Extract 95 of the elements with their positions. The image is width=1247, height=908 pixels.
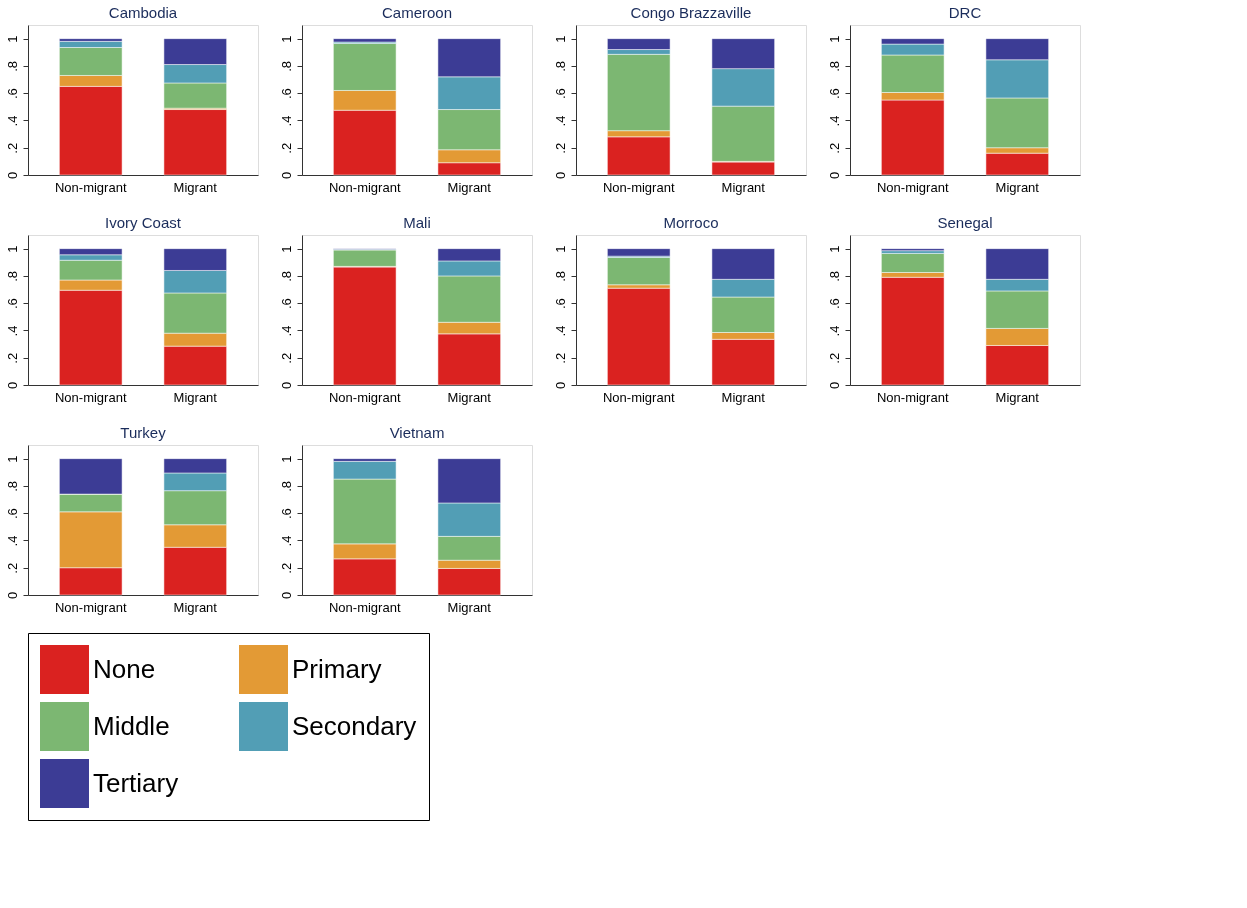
y-tick-label: .6	[278, 508, 294, 520]
y-tick-label: .8	[552, 60, 568, 72]
y-tick-label: .6	[826, 298, 842, 310]
x-tick-label: Migrant	[447, 599, 492, 615]
x-tick-label: Non-migrant	[876, 179, 949, 195]
x-tick-label: Migrant	[173, 389, 218, 405]
chart-title: Cambodia	[108, 4, 178, 21]
y-tick-label: .4	[278, 115, 294, 127]
y-tick-label: 0	[278, 591, 294, 600]
y-tick-label: .4	[552, 115, 568, 127]
y-tick-label: .2	[4, 562, 20, 574]
x-tick-label: Migrant	[995, 179, 1040, 195]
y-tick-label: .6	[278, 298, 294, 310]
chart-title: Vietnam	[389, 424, 445, 441]
y-tick-label: 0	[278, 381, 294, 390]
y-tick-label: .2	[4, 352, 20, 364]
y-tick-label: 0	[826, 381, 842, 390]
legend-label: Tertiary	[93, 767, 179, 798]
y-tick-label: 1	[278, 35, 294, 43]
y-tick-label: .2	[278, 562, 294, 574]
x-tick-label: Non-migrant	[602, 179, 675, 195]
legend-label: Middle	[93, 710, 170, 741]
y-tick-label: 1	[4, 245, 20, 253]
x-tick-label: Non-migrant	[54, 599, 127, 615]
chart-title: Turkey	[120, 424, 167, 441]
y-tick-label: 0	[552, 171, 568, 180]
y-tick-label: .8	[278, 480, 294, 492]
y-tick-label: .8	[278, 60, 294, 72]
x-tick-label: Migrant	[173, 599, 218, 615]
y-tick-label: .2	[826, 142, 842, 154]
y-tick-label: .8	[4, 270, 20, 282]
y-tick-label: .2	[4, 142, 20, 154]
y-tick-label: 1	[278, 245, 294, 253]
y-tick-label: 0	[4, 591, 20, 600]
x-tick-label: Non-migrant	[54, 179, 127, 195]
y-tick-label: 0	[4, 381, 20, 390]
x-tick-label: Migrant	[173, 179, 218, 195]
y-tick-label: 1	[552, 35, 568, 43]
y-tick-label: .2	[552, 352, 568, 364]
y-tick-label: 0	[278, 171, 294, 180]
y-tick-label: .4	[4, 325, 20, 337]
x-tick-label: Non-migrant	[876, 389, 949, 405]
y-tick-label: 0	[4, 171, 20, 180]
x-tick-label: Non-migrant	[602, 389, 675, 405]
y-tick-label: .6	[278, 88, 294, 100]
y-tick-label: 1	[552, 245, 568, 253]
chart-title: Mali	[403, 214, 431, 231]
y-tick-label: .4	[826, 325, 842, 337]
x-tick-label: Migrant	[721, 179, 766, 195]
y-tick-label: 1	[4, 35, 20, 43]
y-tick-label: 1	[826, 35, 842, 43]
y-tick-label: .8	[826, 60, 842, 72]
chart-title: Morroco	[663, 214, 719, 231]
y-tick-label: .6	[4, 298, 20, 310]
legend-label: Primary	[292, 653, 382, 684]
y-tick-label: 1	[4, 455, 20, 463]
x-tick-label: Migrant	[447, 179, 492, 195]
y-tick-label: .8	[278, 270, 294, 282]
y-tick-label: .6	[4, 88, 20, 100]
x-tick-label: Non-migrant	[54, 389, 127, 405]
y-tick-label: .4	[278, 535, 294, 547]
y-tick-label: .6	[826, 88, 842, 100]
x-tick-label: Migrant	[721, 389, 766, 405]
legend-label: Secondary	[292, 710, 417, 741]
x-tick-label: Non-migrant	[328, 179, 401, 195]
y-tick-label: .6	[552, 88, 568, 100]
y-tick-label: .6	[552, 298, 568, 310]
y-tick-label: .4	[4, 115, 20, 127]
y-tick-label: .6	[4, 508, 20, 520]
chart-title: Ivory Coast	[105, 214, 182, 231]
y-tick-label: .2	[278, 352, 294, 364]
y-tick-label: .8	[4, 60, 20, 72]
y-tick-label: .8	[826, 270, 842, 282]
y-tick-label: .2	[826, 352, 842, 364]
y-tick-label: 0	[552, 381, 568, 390]
chart-title: Congo Brazzaville	[630, 4, 752, 21]
chart-title: Senegal	[937, 214, 993, 231]
x-tick-label: Migrant	[995, 389, 1040, 405]
y-tick-label: 1	[278, 455, 294, 463]
y-tick-label: .2	[278, 142, 294, 154]
y-tick-label: 1	[826, 245, 842, 253]
chart-title: Cameroon	[381, 4, 453, 21]
x-tick-label: Non-migrant	[328, 599, 401, 615]
y-tick-label: .4	[826, 115, 842, 127]
legend-label: None	[93, 653, 156, 684]
x-tick-label: Non-migrant	[328, 389, 401, 405]
x-tick-label: Migrant	[447, 389, 492, 405]
y-tick-label: .4	[552, 325, 568, 337]
y-tick-label: .8	[552, 270, 568, 282]
chart-title: DRC	[948, 4, 982, 21]
y-tick-label: 0	[826, 171, 842, 180]
y-tick-label: .4	[4, 535, 20, 547]
y-tick-label: .8	[4, 480, 20, 492]
y-tick-label: .4	[278, 325, 294, 337]
y-tick-label: .2	[552, 142, 568, 154]
